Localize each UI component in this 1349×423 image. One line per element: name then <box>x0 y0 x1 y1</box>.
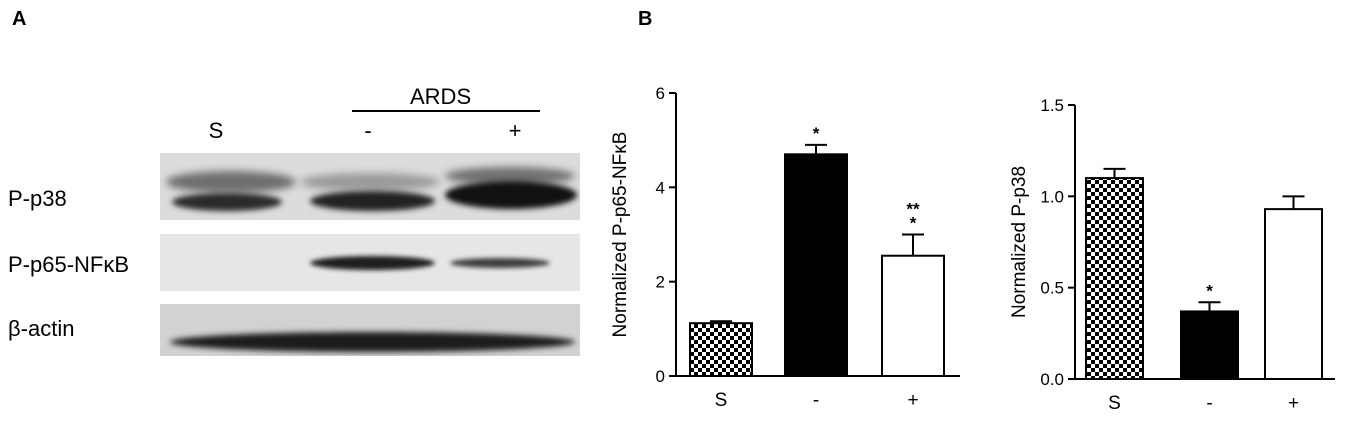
lane-label-plus: + <box>508 118 522 143</box>
y-tick-label: 1.5 <box>1040 96 1064 115</box>
x-tick-label: - <box>1206 393 1212 414</box>
x-tick-label: + <box>1288 393 1299 414</box>
x-tick-label: - <box>813 390 819 411</box>
band <box>300 173 440 191</box>
lane-label-minus: - <box>364 118 372 143</box>
y-axis-label: Normalized P-p38 <box>1009 166 1030 318</box>
bar <box>1180 310 1239 380</box>
bar <box>1085 177 1144 380</box>
x-tick-label: S <box>1108 393 1121 414</box>
bar <box>784 153 848 377</box>
ards-group-label: ARDS <box>410 84 472 109</box>
y-tick-label: 6 <box>656 84 665 103</box>
x-tick-label: + <box>907 390 918 411</box>
y-tick-label: 0 <box>656 367 665 386</box>
band <box>310 256 435 270</box>
y-tick-label: 0.0 <box>1040 370 1064 389</box>
y-tick-label: 0.5 <box>1040 279 1064 298</box>
significance-label: * <box>1206 281 1213 300</box>
blot-row-label-p-p38: P-p38 <box>8 186 67 211</box>
significance-label: ** <box>906 200 920 219</box>
blot-strip-p-p38 <box>160 153 580 220</box>
panel-a-label: A <box>12 8 27 30</box>
band <box>310 191 435 211</box>
blot-strip-beta-actin <box>160 304 580 356</box>
band <box>445 181 577 209</box>
chart-p-p38: 0.0 0.5 1.0 1.5 Normalized P-p38 S * - + <box>1009 96 1335 414</box>
bar <box>881 254 945 378</box>
band <box>166 171 296 193</box>
blot-row-label-beta-actin: β-actin <box>8 316 75 341</box>
band <box>445 167 575 185</box>
significance-label: * <box>813 124 820 143</box>
panel-b-label: B <box>638 8 653 30</box>
bar <box>1264 208 1323 380</box>
y-tick-label: 1.0 <box>1040 187 1064 206</box>
y-tick-label: 4 <box>656 178 665 197</box>
blot-row-label-p-p65: P-p65-NFκB <box>8 252 130 277</box>
band <box>170 332 575 352</box>
ards-group-line <box>352 110 540 112</box>
band <box>172 193 282 211</box>
band <box>450 258 550 268</box>
significance-label: * <box>910 214 917 233</box>
y-tick-label: 2 <box>656 273 665 292</box>
blot-strip-p-p65 <box>160 234 580 291</box>
x-tick-label: S <box>715 390 728 411</box>
y-axis-label: Normalized P-p65-NFκB <box>610 132 631 338</box>
bar <box>689 322 753 378</box>
lane-label-s: S <box>208 118 224 143</box>
